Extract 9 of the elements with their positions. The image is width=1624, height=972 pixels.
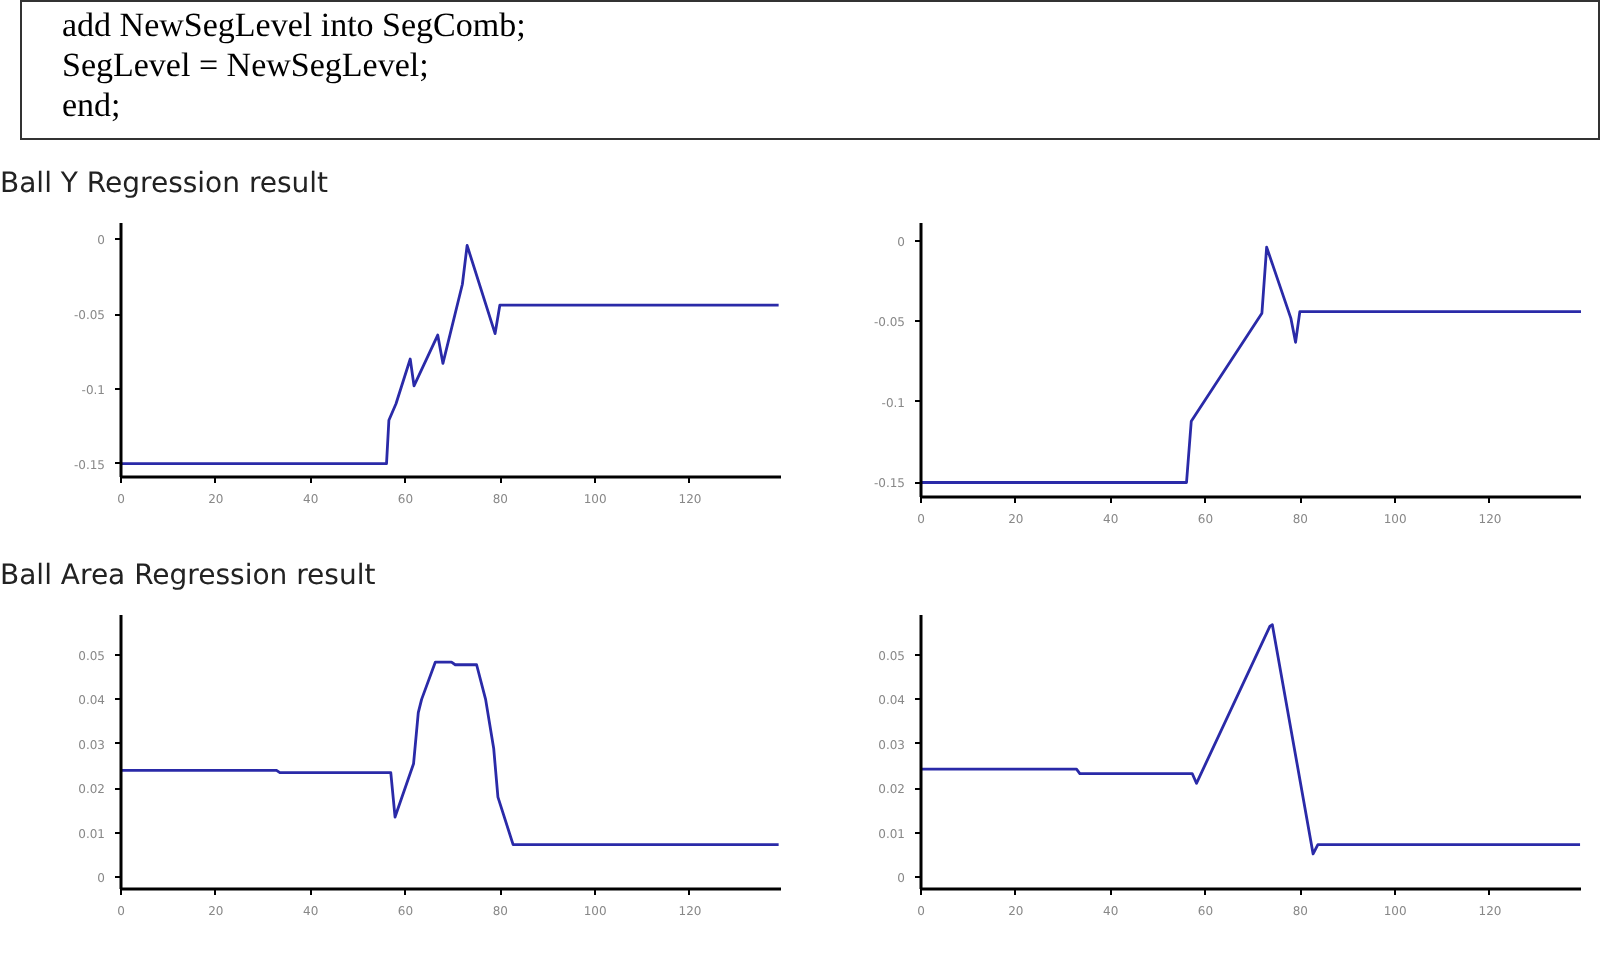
chart-title: Ball Area Regression result [0, 558, 376, 596]
chart-title: Ball Y Regression result [0, 166, 329, 204]
text: SegLevel = NewSegLevel; [62, 46, 429, 84]
line-series [921, 245, 1581, 484]
text: end; [62, 86, 121, 124]
text: add NewSegLevel into SegComb; [62, 6, 526, 44]
line-series [921, 623, 1581, 856]
line-series [121, 660, 781, 846]
line-series [121, 244, 781, 465]
